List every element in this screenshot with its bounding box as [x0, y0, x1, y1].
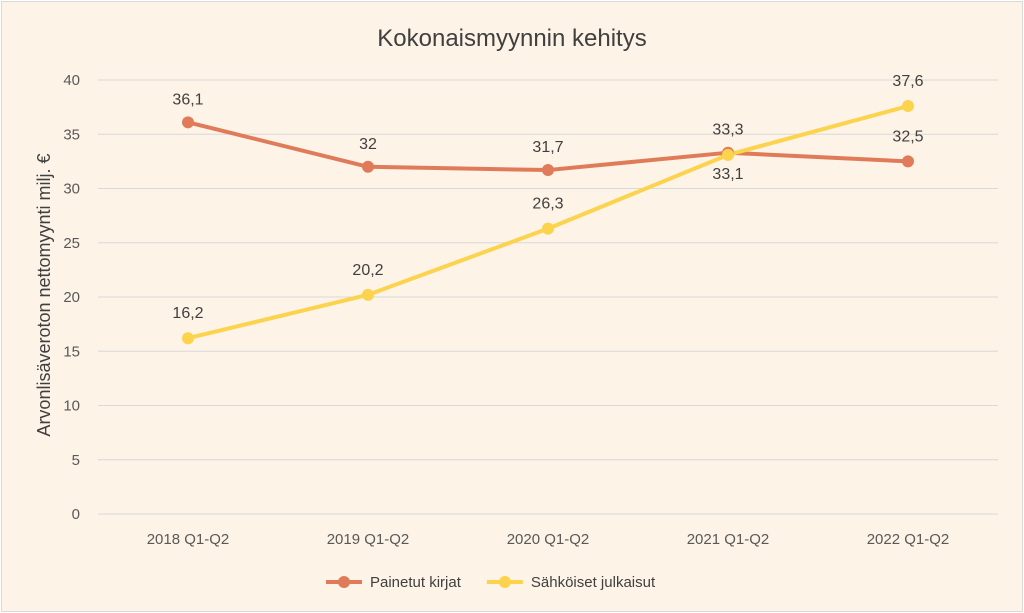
data-point — [902, 100, 914, 113]
y-tick-label: 25 — [63, 235, 80, 252]
legend-label-0: Painetut kirjat — [370, 574, 462, 591]
data-point — [362, 160, 374, 173]
data-point — [542, 222, 554, 235]
chart-title: Kokonaismyynnin kehitys — [377, 25, 646, 52]
data-label: 31,7 — [532, 139, 563, 156]
y-tick-label: 0 — [72, 506, 80, 523]
y-tick-label: 5 — [72, 452, 80, 469]
data-label: 37,6 — [892, 73, 923, 90]
data-label: 20,2 — [352, 262, 383, 279]
x-tick-label: 2018 Q1-Q2 — [147, 531, 230, 548]
data-label: 36,1 — [172, 91, 203, 108]
data-point — [722, 148, 734, 161]
data-label: 33,1 — [712, 166, 743, 183]
data-point — [362, 288, 374, 301]
y-tick-label: 10 — [63, 398, 80, 415]
y-tick-label: 35 — [63, 126, 80, 143]
legend-label-1: Sähköiset julkaisut — [531, 574, 656, 591]
legend-marker-1 — [498, 576, 511, 588]
x-tick-label: 2021 Q1-Q2 — [687, 531, 770, 548]
data-label: 26,3 — [532, 196, 563, 213]
data-label: 32,5 — [892, 128, 923, 145]
legend-marker-0 — [338, 576, 350, 588]
y-tick-label: 15 — [63, 343, 80, 360]
y-tick-label: 20 — [63, 289, 80, 306]
x-tick-label: 2019 Q1-Q2 — [327, 531, 410, 548]
data-label: 32 — [359, 136, 377, 153]
data-point — [182, 116, 194, 129]
data-point — [542, 164, 554, 177]
y-tick-label: 40 — [63, 72, 80, 89]
y-tick-label: 30 — [63, 181, 80, 198]
data-label: 33,3 — [712, 122, 743, 139]
x-tick-label: 2022 Q1-Q2 — [867, 531, 950, 548]
x-tick-label: 2020 Q1-Q2 — [507, 531, 590, 548]
data-label: 16,2 — [172, 305, 203, 322]
data-point — [902, 155, 914, 168]
y-axis-label: Arvonlisäveroton nettomyynti milj. € — [34, 153, 54, 436]
data-point — [182, 332, 194, 345]
